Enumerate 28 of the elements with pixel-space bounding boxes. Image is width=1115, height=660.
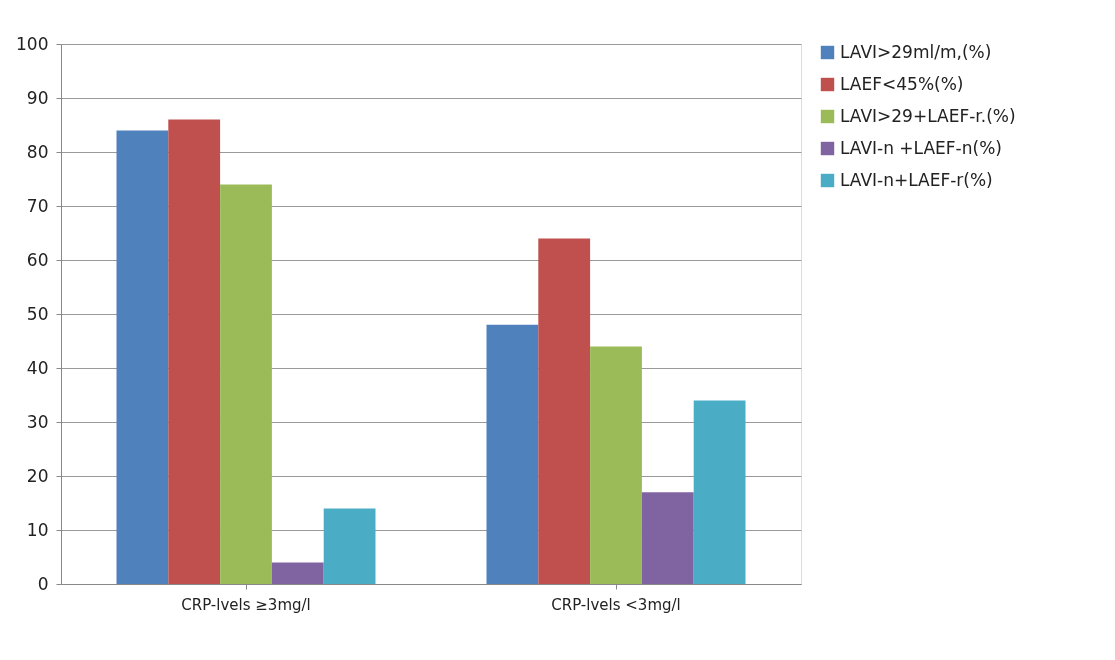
- y-tick-label: 0: [37, 573, 49, 594]
- y-tick-label: 80: [26, 141, 49, 162]
- y-tick-label: 40: [26, 357, 49, 378]
- bar: [116, 130, 169, 584]
- legend-label: LAVI-n+LAEF-r(%): [840, 169, 993, 190]
- x-tick-label: CRP-lvels <3mg/l: [551, 595, 681, 614]
- bar: [168, 119, 221, 584]
- bar: [641, 492, 694, 584]
- y-tick-label: 30: [26, 411, 49, 432]
- y-tick-label: 60: [26, 249, 49, 270]
- y-tick-label: 50: [26, 303, 49, 324]
- y-tick-label: 90: [26, 87, 49, 108]
- x-tick-label: CRP-lvels ≥3mg/l: [181, 595, 311, 614]
- bar: [220, 184, 272, 584]
- y-tick-label: 10: [26, 519, 49, 540]
- bar: [590, 346, 642, 584]
- legend-label: LAVI>29ml/m,(%): [840, 41, 992, 62]
- y-tick-label: 70: [26, 195, 49, 216]
- legend-label: LAVI-n +LAEF-n(%): [840, 137, 1002, 158]
- legend-label: LAVI>29+LAEF-r.(%): [840, 105, 1016, 126]
- bar: [693, 400, 746, 584]
- bar: [486, 324, 539, 584]
- bar: [323, 508, 376, 584]
- bar: [271, 562, 324, 584]
- bar: [538, 238, 591, 584]
- y-tick-label: 100: [16, 33, 49, 54]
- y-tick-label: 20: [26, 465, 49, 486]
- legend-label: LAEF<45%(%): [840, 73, 964, 94]
